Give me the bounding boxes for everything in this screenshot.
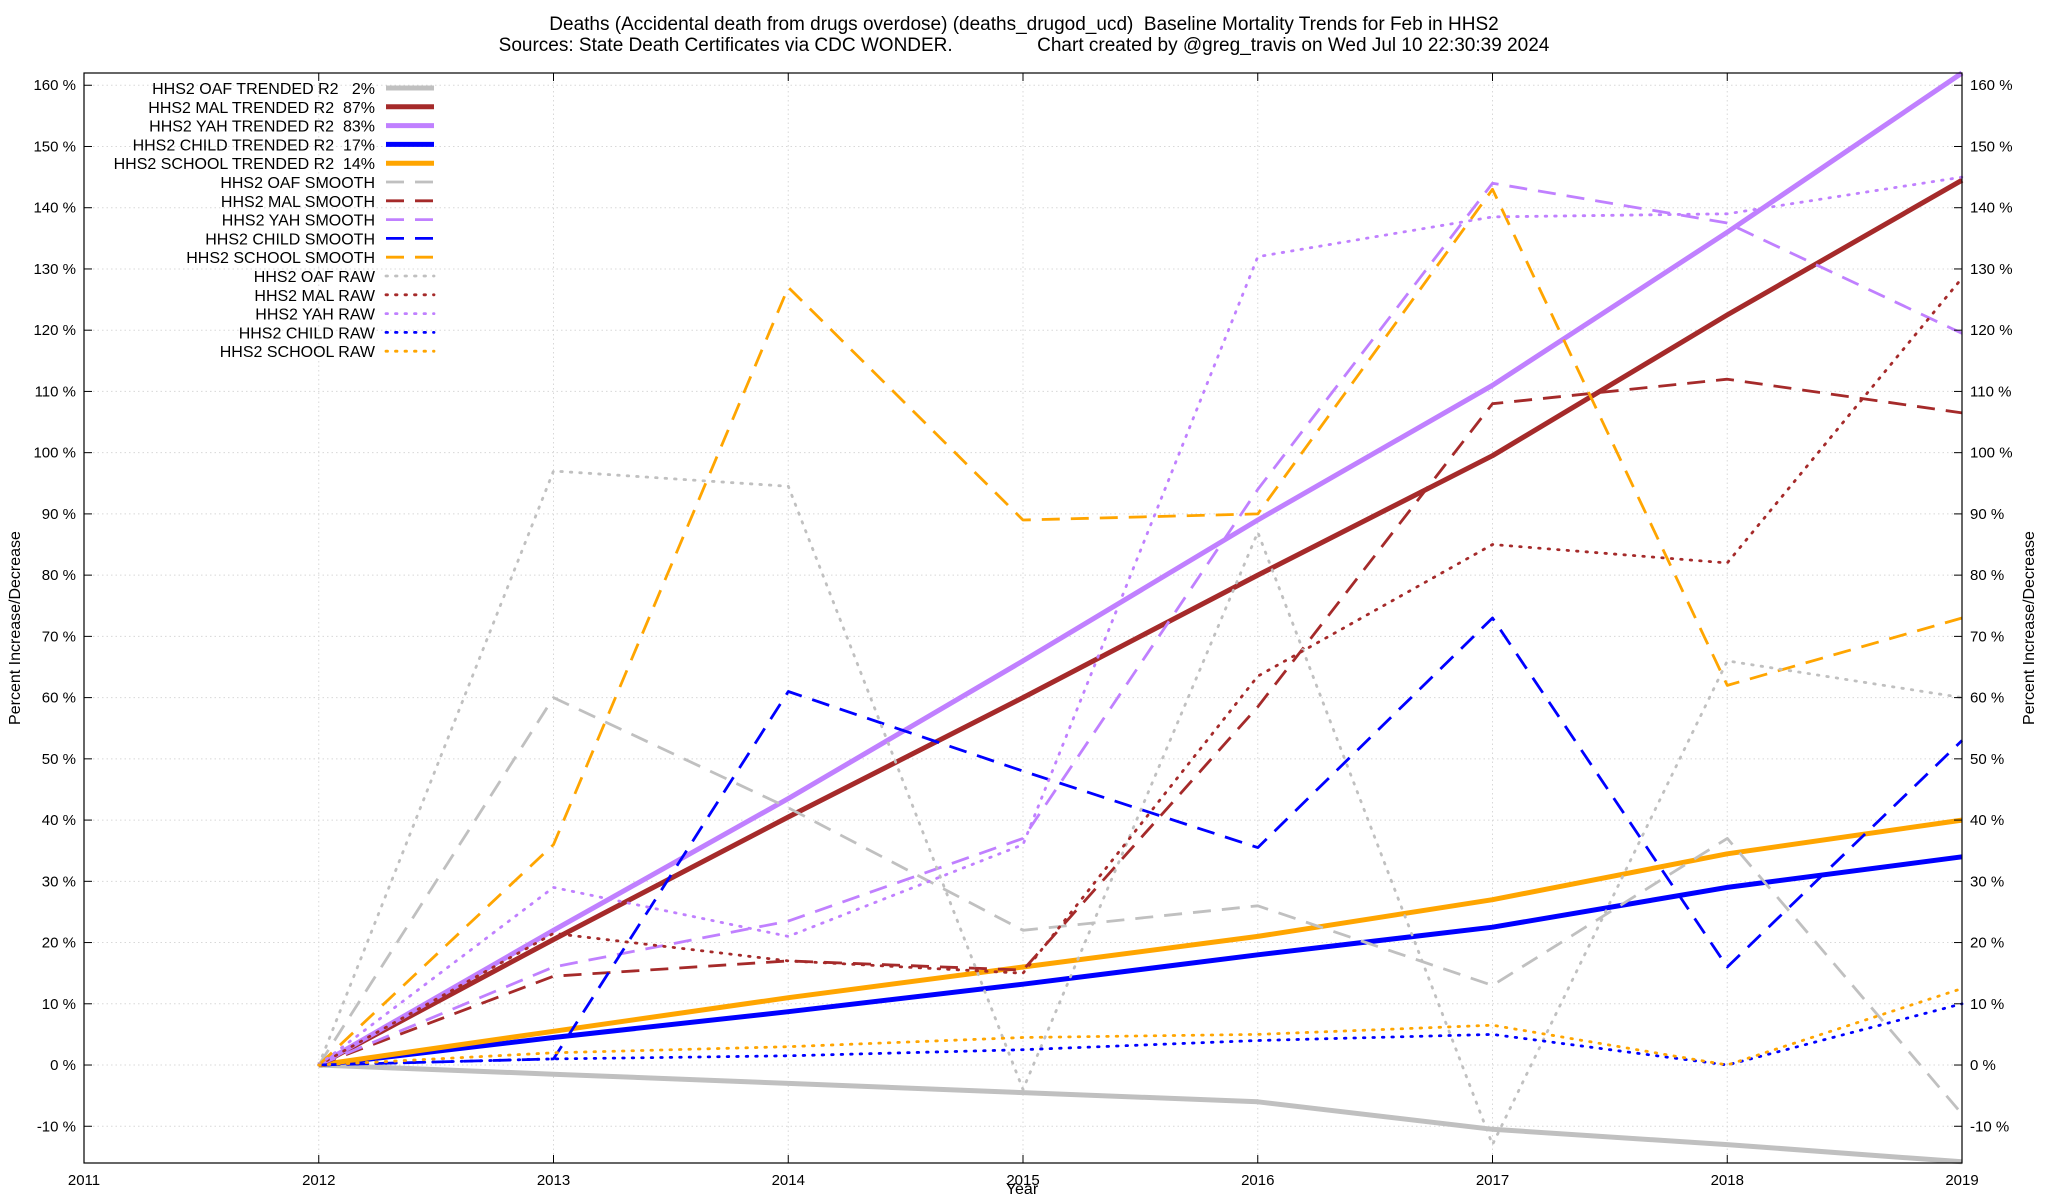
y-tick-label-left: 160 % [33, 77, 76, 94]
y2-axis-label: Percent Increase/Decrease [2021, 531, 2038, 725]
y-tick-label-left: 50 % [42, 751, 76, 768]
legend-label-6: HHS2 OAF SMOOTH [220, 175, 375, 192]
x-tick-label: 2017 [1476, 1172, 1509, 1189]
y-tick-label-left: 150 % [33, 138, 76, 155]
y-tick-label-right: 90 % [1970, 506, 2004, 523]
legend-label-5: HHS2 SCHOOL TRENDED R2 14% [114, 156, 375, 173]
chart-title-line-2: Sources: State Death Certificates via CD… [498, 35, 1550, 56]
y-tick-label-right: 120 % [1970, 322, 2013, 339]
y-tick-label-left: 70 % [42, 628, 76, 645]
y-tick-label-left: 130 % [33, 261, 76, 278]
y-tick-label-left: 60 % [42, 690, 76, 707]
x-tick-label: 2018 [1711, 1172, 1744, 1189]
series-line-10 [317, 187, 1963, 1067]
y-tick-label-left: 20 % [42, 935, 76, 952]
series-line-12 [317, 276, 1964, 1067]
legend-label-14: HHS2 CHILD RAW [239, 325, 376, 342]
y-tick-label-left: 10 % [42, 996, 76, 1013]
y-tick-label-left: 0 % [50, 1057, 76, 1074]
y-tick-label-right: 0 % [1970, 1057, 1996, 1074]
legend-label-11: HHS2 OAF RAW [254, 269, 376, 286]
legend-label-12: HHS2 MAL RAW [254, 288, 376, 305]
y-axis-label: Percent Increase/Decrease [7, 531, 24, 725]
x-tick-label: 2011 [68, 1172, 100, 1189]
y-tick-label-left: -10 % [37, 1118, 76, 1135]
series-line-2 [317, 178, 1964, 1068]
series-line-1 [318, 1062, 1963, 1165]
legend-label-10: HHS2 SCHOOL SMOOTH [186, 250, 375, 267]
y-tick-label-right: 140 % [1970, 200, 2013, 217]
series-line-5 [318, 817, 1963, 1068]
legend-label-7: HHS2 MAL SMOOTH [221, 194, 375, 211]
y-tick-label-right: 150 % [1970, 138, 2013, 155]
series-line-15 [317, 987, 1964, 1067]
x-axis-label: Year [1006, 1181, 1039, 1198]
y-tick-label-right: 10 % [1970, 996, 2004, 1013]
legend-label-13: HHS2 YAH RAW [255, 307, 376, 324]
chart-title-line-1: Deaths (Accidental death from drugs over… [549, 14, 1499, 35]
x-tick-label: 2015 [1006, 1172, 1039, 1189]
y-tick-label-left: 90 % [42, 506, 76, 523]
y-tick-label-left: 30 % [42, 873, 76, 890]
x-tick-label: 2016 [1241, 1172, 1274, 1189]
legend-label-4: HHS2 CHILD TRENDED R2 17% [133, 137, 375, 154]
y-tick-label-right: -10 % [1970, 1118, 2009, 1135]
legend-label-9: HHS2 CHILD SMOOTH [205, 231, 375, 248]
series-line-11 [317, 469, 1964, 1146]
series-line-4 [318, 854, 1963, 1068]
y-tick-label-left: 100 % [33, 445, 76, 462]
legend-label-1: HHS2 OAF TRENDED R2 2% [152, 81, 375, 98]
y-tick-label-right: 60 % [1970, 690, 2004, 707]
series-line-6 [317, 696, 1964, 1115]
y-tick-label-left: 140 % [33, 200, 76, 217]
legend-label-15: HHS2 SCHOOL RAW [220, 344, 376, 361]
y-tick-label-right: 100 % [1970, 445, 2013, 462]
y-tick-label-right: 80 % [1970, 567, 2004, 584]
legend-label-8: HHS2 YAH SMOOTH [222, 213, 375, 230]
y-tick-label-left: 40 % [42, 812, 76, 829]
y-tick-label-left: 120 % [33, 322, 76, 339]
y-tick-label-right: 20 % [1970, 935, 2004, 952]
y-tick-label-left: 80 % [42, 567, 76, 584]
y-tick-label-right: 110 % [1970, 383, 2011, 400]
x-tick-label: 2014 [772, 1172, 805, 1189]
x-tick-label: 2013 [537, 1172, 570, 1189]
y-tick-label-right: 130 % [1970, 261, 2013, 278]
y-tick-label-right: 30 % [1970, 873, 2004, 890]
series-line-7 [318, 377, 1963, 1067]
y-tick-label-right: 40 % [1970, 812, 2004, 829]
legend-label-3: HHS2 YAH TRENDED R2 83% [149, 119, 375, 136]
series-line-8 [318, 181, 1963, 1067]
y-tick-label-right: 70 % [1970, 628, 2004, 645]
series-line-9 [318, 616, 1963, 1067]
series-line-13 [317, 175, 1964, 1067]
series-line-3 [317, 70, 1964, 1068]
y-tick-label-right: 160 % [1970, 77, 2013, 94]
x-tick-label: 2012 [302, 1172, 335, 1189]
y-tick-label-left: 110 % [35, 383, 76, 400]
x-tick-label: 2019 [1945, 1172, 1978, 1189]
y-tick-label-right: 50 % [1970, 751, 2004, 768]
legend-label-2: HHS2 MAL TRENDED R2 87% [148, 100, 375, 117]
